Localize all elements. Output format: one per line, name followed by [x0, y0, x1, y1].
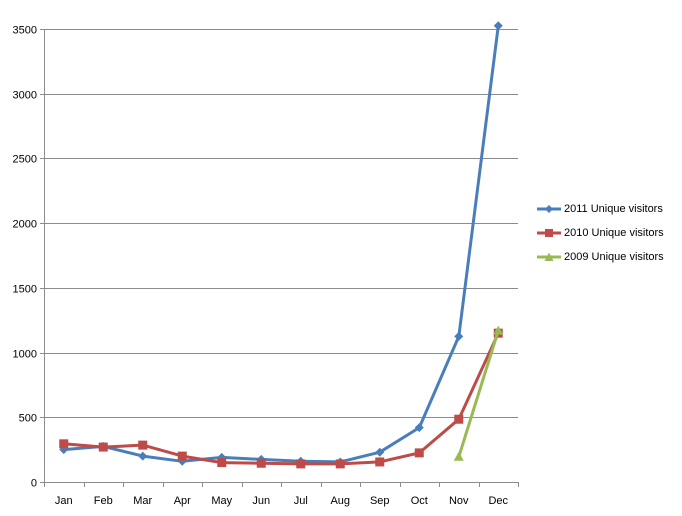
y-tick-label: 2500 — [13, 154, 37, 166]
x-tick-label-dec: Dec — [488, 495, 508, 507]
legend-label-2011: 2011 Unique visitors — [564, 203, 663, 215]
data-point — [454, 414, 464, 424]
data-point — [335, 459, 345, 469]
x-tick-label-jul: Jul — [294, 495, 308, 507]
x-tick-label-sep: Sep — [370, 495, 390, 507]
series-line-1 — [63, 332, 500, 466]
legend: 2011 Unique visitors 2010 Unique visitor… — [536, 200, 664, 272]
legend-swatch-2011 — [537, 205, 561, 213]
data-point — [414, 423, 424, 433]
legend-item-2011: 2011 Unique visitors — [536, 200, 664, 224]
x-tick-label-feb: Feb — [94, 495, 113, 507]
legend-swatch-2009 — [537, 252, 561, 261]
y-tick-label: 1000 — [13, 349, 37, 361]
x-tick-label-may: May — [211, 495, 232, 507]
data-point — [375, 447, 385, 457]
y-tick-label: 500 — [19, 413, 37, 425]
series-lines — [59, 21, 504, 469]
data-point — [493, 325, 504, 335]
x-tick-labels: Jan Feb Mar Apr May Jun Jul Aug Sep Oct Nov Dec — [55, 495, 509, 507]
data-point — [138, 440, 148, 450]
y-tick-label: 1500 — [13, 284, 37, 296]
data-point — [138, 451, 148, 461]
series-0 — [59, 21, 503, 467]
data-point — [375, 457, 385, 467]
data-point — [256, 458, 266, 468]
y-tick-label: 3000 — [13, 90, 37, 102]
data-point — [98, 442, 108, 452]
legend-label-2009: 2009 Unique visitors — [564, 251, 664, 263]
data-point — [177, 451, 187, 461]
y-tick-labels: 0 500 1000 1500 2000 2500 3000 3500 — [13, 25, 37, 490]
y-tick-label: 3500 — [13, 25, 37, 37]
axes — [40, 29, 519, 487]
series-1 — [59, 328, 503, 469]
series-2 — [453, 325, 504, 461]
gridlines — [44, 29, 518, 418]
data-point — [296, 459, 306, 469]
series-line-2 — [457, 330, 500, 458]
x-tick-label-aug: Aug — [330, 495, 350, 507]
x-tick-label-oct: Oct — [411, 495, 428, 507]
x-tick-label-nov: Nov — [449, 495, 469, 507]
legend-item-2009: 2009 Unique visitors — [536, 248, 664, 272]
x-tick-label-jan: Jan — [55, 495, 73, 507]
data-point — [453, 451, 464, 461]
y-tick-label: 0 — [31, 478, 37, 490]
data-point — [414, 448, 424, 458]
y-tick-label: 2000 — [13, 219, 37, 231]
legend-label-2010: 2010 Unique visitors — [564, 227, 664, 239]
data-point — [59, 439, 69, 449]
data-point — [454, 331, 464, 341]
data-point — [493, 21, 503, 31]
legend-item-2010: 2010 Unique visitors — [536, 224, 664, 248]
data-point — [217, 458, 227, 468]
x-tick-label-jun: Jun — [252, 495, 270, 507]
x-tick-label-apr: Apr — [174, 495, 191, 507]
legend-swatch-2010 — [537, 229, 561, 237]
series-line-0 — [63, 25, 500, 464]
x-tick-label-mar: Mar — [133, 495, 152, 507]
